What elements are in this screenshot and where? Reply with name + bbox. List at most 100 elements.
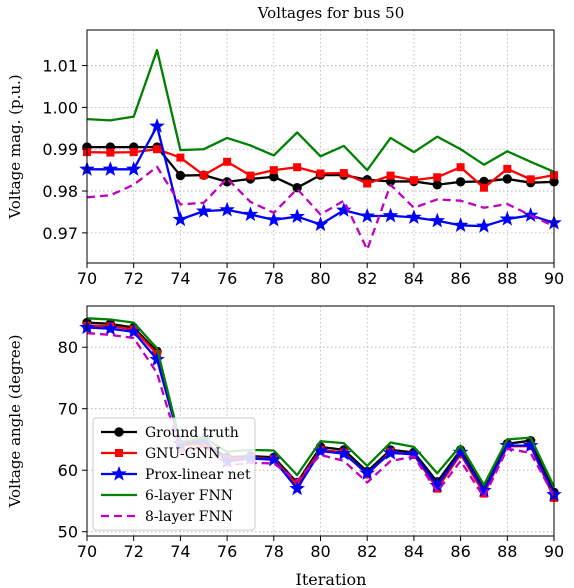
data-point (503, 164, 512, 173)
x-tick-label: 70 (77, 542, 97, 561)
legend: Ground truth GNU-GNN Prox-linear net 6-laye… (92, 417, 256, 531)
data-point (106, 148, 115, 157)
chart-title: Voltages for bus 50 (257, 4, 405, 22)
legend-label: 6-layer FNN (145, 488, 233, 504)
legend-label: 8-layer FNN (145, 509, 233, 525)
y-tick-label: 60 (58, 461, 78, 480)
data-point (386, 171, 395, 180)
data-point (266, 451, 282, 467)
data-point (153, 145, 162, 154)
data-point (359, 207, 375, 223)
series-line (86, 165, 555, 251)
data-point (223, 157, 232, 166)
voltage-angle-panel: 70 72 74 76 78 80 82 84 86 88 90 50 60 70 80 Voltage an… (6, 305, 564, 561)
data-point (433, 173, 442, 182)
data-point (363, 179, 372, 188)
data-point (195, 202, 212, 218)
x-tick-label: 70 (77, 269, 97, 288)
data-point (522, 437, 539, 453)
x-tick-label: 72 (124, 269, 144, 288)
voltage-magnitude-panel: 70 72 74 76 78 80 82 84 86 88 90 0.97 0.98 0.99 1.00 1.… (6, 29, 564, 288)
data-point (455, 177, 466, 187)
series-line (86, 317, 556, 488)
x-tick-label: 78 (264, 542, 284, 561)
data-point (102, 161, 119, 176)
data-point (149, 351, 165, 367)
data-point (499, 210, 516, 226)
data-point (102, 320, 119, 336)
legend-label: Ground truth (145, 425, 239, 441)
legend-marker (115, 449, 123, 457)
y-tick-label: 1.01 (42, 57, 78, 76)
data-point (312, 216, 329, 232)
x-tick-label: 86 (450, 542, 470, 561)
x-tick-label: 88 (497, 542, 517, 561)
x-tick-label: 78 (264, 269, 284, 288)
y-tick-label: 0.98 (42, 182, 78, 201)
data-point (289, 480, 305, 496)
series-line (86, 48, 555, 173)
x-tick-label: 90 (544, 269, 564, 288)
data-point (502, 174, 512, 184)
y-tick-label: 0.97 (42, 224, 78, 243)
legend-item: 8-layer FNN (101, 509, 233, 525)
data-point (526, 175, 535, 184)
legend-label: GNU-GNN (145, 446, 220, 462)
data-point (382, 207, 399, 223)
data-point (409, 176, 418, 185)
data-point (316, 169, 325, 178)
legend-box (92, 417, 256, 531)
series-gnu-gnn (83, 145, 558, 192)
y-tick-label: 70 (58, 400, 78, 419)
y-tick-label: 1.00 (42, 98, 78, 117)
x-tick-label: 80 (310, 542, 330, 561)
x-tick-label: 90 (544, 542, 564, 561)
legend-item: 6-layer FNN (101, 488, 233, 504)
data-point (269, 166, 278, 175)
data-point (246, 171, 255, 180)
data-point (359, 465, 375, 480)
series-6-layer-fnn (86, 48, 555, 173)
legend-marker (111, 465, 127, 481)
data-point (172, 211, 189, 227)
data-point (289, 208, 305, 224)
grid (86, 30, 555, 263)
data-point (129, 148, 138, 157)
data-point (219, 201, 235, 217)
x-tick-label: 74 (170, 542, 190, 561)
x-tick-label: 76 (217, 269, 237, 288)
data-point (125, 161, 142, 176)
legend-item: Prox-linear net (101, 465, 251, 483)
data-point (266, 211, 282, 227)
data-point (336, 202, 352, 217)
x-tick-label: 72 (124, 542, 144, 561)
plot-area (79, 48, 562, 251)
data-point (479, 183, 488, 192)
data-point (456, 163, 465, 172)
data-point (476, 218, 492, 233)
data-point (432, 180, 442, 190)
data-point (429, 212, 446, 228)
x-tick-label: 80 (310, 269, 330, 288)
x-tick-label: 82 (357, 269, 377, 288)
y-tick-label: 50 (58, 523, 78, 542)
series-6-layer-fnn (86, 317, 556, 488)
data-point (406, 209, 422, 225)
data-point (339, 169, 348, 178)
data-point (293, 163, 302, 172)
y-axis-label: Voltage angle (degree) (6, 335, 24, 509)
y-axis-label: Voltage mag. (p.u.) (6, 74, 24, 219)
data-point (382, 444, 399, 460)
legend-label: Prox-linear net (145, 467, 251, 483)
data-point (242, 206, 259, 222)
x-tick-label: 84 (404, 269, 424, 288)
x-tick-label: 82 (357, 542, 377, 561)
x-axis-label: Iteration (296, 570, 367, 588)
series-8-layer-fnn (86, 165, 555, 251)
data-point (452, 217, 469, 232)
data-point (175, 170, 186, 181)
legend-marker (114, 427, 124, 437)
legend-item: GNU-GNN (101, 446, 220, 462)
x-tick-label: 86 (450, 269, 470, 288)
